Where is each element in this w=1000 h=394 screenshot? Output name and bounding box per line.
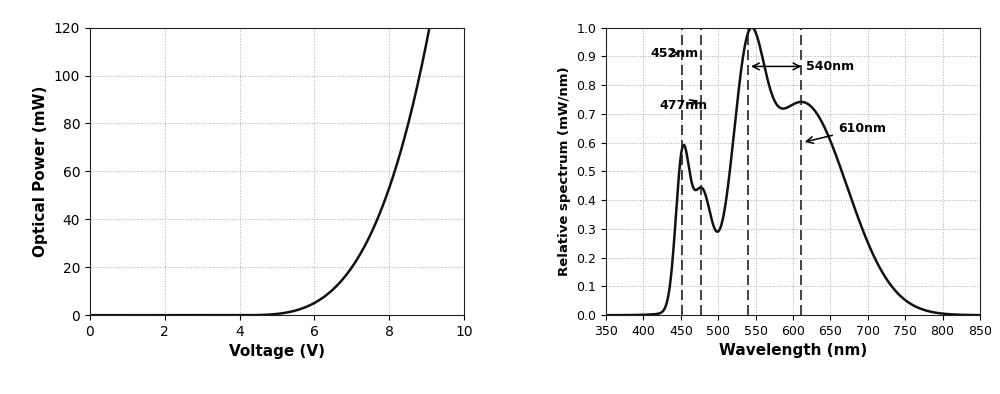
Text: 477nm: 477nm bbox=[660, 99, 708, 112]
X-axis label: Wavelength (nm): Wavelength (nm) bbox=[719, 344, 867, 359]
Text: 452nm: 452nm bbox=[651, 47, 699, 60]
Y-axis label: Optical Power (mW): Optical Power (mW) bbox=[33, 86, 48, 257]
Y-axis label: Relative spectrum (mW/nm): Relative spectrum (mW/nm) bbox=[558, 67, 571, 276]
Text: 610nm: 610nm bbox=[806, 122, 886, 143]
X-axis label: Voltage (V): Voltage (V) bbox=[229, 344, 325, 359]
Text: 540nm: 540nm bbox=[806, 60, 855, 73]
